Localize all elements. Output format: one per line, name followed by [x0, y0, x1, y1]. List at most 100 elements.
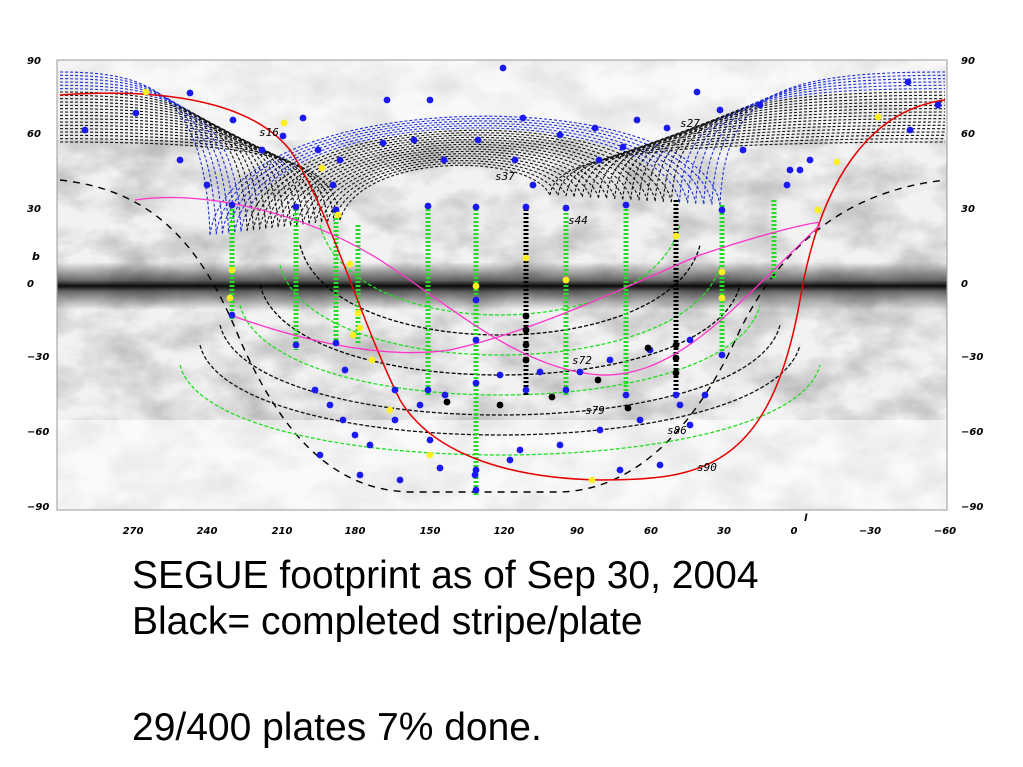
north-stripe-middle	[265, 136, 648, 229]
l-tick: 270	[123, 526, 144, 537]
plate-dot	[656, 461, 664, 469]
plate-dot	[229, 116, 237, 124]
b-tick-left: −30	[27, 352, 49, 363]
plate-dot	[472, 296, 480, 304]
magenta-curve	[134, 196, 821, 376]
plate-dot	[806, 156, 814, 164]
plate-dot	[132, 109, 140, 117]
plate-dot	[474, 136, 482, 144]
plate-dot	[351, 431, 359, 439]
completed-plate-dot	[496, 401, 504, 409]
map-frame	[56, 59, 948, 511]
north-stripe-left	[59, 71, 211, 236]
highlight-plate-dot	[334, 211, 342, 219]
north-stripe-middle	[271, 139, 640, 228]
stripe-label-s72: s72	[572, 354, 592, 367]
plate-dot	[426, 436, 434, 444]
north-stripe-middle	[333, 162, 559, 221]
north-stripe-right	[614, 114, 946, 199]
plate-dot	[904, 78, 912, 86]
plate-dot	[906, 126, 914, 134]
highlight-plate-dot	[522, 254, 530, 262]
north-stripe-left	[59, 108, 279, 228]
plate-dot	[718, 206, 726, 214]
plate-dot	[472, 336, 480, 344]
l-tick: 90	[570, 526, 584, 537]
stripe-label-s16: s16	[259, 126, 279, 139]
plate-dot	[472, 203, 480, 211]
plate-dot	[718, 351, 726, 359]
north-stripe-right	[557, 138, 946, 196]
l-tick: 0	[791, 526, 798, 537]
highlight-plate-dot	[672, 232, 680, 240]
plate-dot	[529, 181, 537, 189]
north-stripe-left	[59, 101, 267, 229]
north-stripe-left	[59, 138, 335, 221]
plate-dot	[81, 126, 89, 134]
north-stripe-middle	[246, 129, 672, 231]
north-stripe-middle	[234, 125, 689, 233]
plate-dot	[562, 204, 570, 212]
plate-dot	[606, 356, 614, 364]
plate-dot	[203, 181, 211, 189]
plate-dot	[686, 421, 694, 429]
ecliptic-curve	[59, 92, 946, 481]
north-stripe-left	[59, 121, 304, 225]
plate-dot	[596, 426, 604, 434]
plate-dot	[441, 391, 449, 399]
north-stripe-left	[59, 124, 310, 224]
plate-dot	[556, 131, 564, 139]
b-tick-left: 0	[27, 279, 34, 290]
north-stripe-middle	[209, 115, 721, 236]
highlight-plate-dot	[226, 294, 234, 302]
highlight-plate-dot	[588, 476, 596, 484]
highlight-plate-dot	[318, 164, 326, 172]
highlight-plate-dot	[356, 324, 364, 332]
plate-dot	[316, 451, 324, 459]
b-tick-left: 60	[27, 129, 41, 140]
plate-dot	[299, 114, 307, 122]
north-stripe-middle	[320, 157, 575, 223]
north-stripe-right	[606, 118, 946, 199]
south-stripe	[219, 324, 781, 416]
north-stripe-right	[711, 74, 946, 205]
north-stripe-middle	[296, 148, 608, 226]
plate-dot	[676, 401, 684, 409]
caption-line-legend: Black= completed stripe/plate	[132, 600, 643, 643]
south-stripe	[239, 304, 761, 396]
stripe-label-s90: s90	[697, 461, 717, 474]
plate-dot	[701, 391, 709, 399]
completed-plate-dot	[522, 341, 530, 349]
north-stripe-right	[573, 131, 946, 197]
survey-boundary-dashed-curve	[59, 179, 946, 493]
plate-dot	[356, 471, 364, 479]
l-tick: 120	[494, 526, 515, 537]
completed-plate-dot	[522, 326, 530, 334]
plate-dot	[562, 386, 570, 394]
north-stripe-left	[59, 84, 236, 233]
plate-dot	[228, 311, 236, 319]
completed-plate-dot	[594, 376, 602, 384]
plate-dot	[329, 181, 337, 189]
plate-dot	[663, 124, 671, 132]
highlight-plate-dot	[426, 451, 434, 459]
caption: SEGUE footprint as of Sep 30, 2004 Black…	[132, 553, 992, 751]
north-stripe-middle	[252, 132, 664, 231]
b-tick-right: −90	[961, 502, 983, 513]
plate-dot	[410, 136, 418, 144]
north-stripe-middle	[314, 155, 583, 223]
plate-dot	[292, 203, 300, 211]
north-stripe-left	[59, 94, 254, 231]
north-stripe-middle	[228, 122, 697, 233]
plate-dot	[522, 203, 530, 211]
highlight-plate-dot	[346, 260, 354, 268]
stripe-label-s27: s27	[680, 117, 700, 130]
plate-dot	[339, 416, 347, 424]
north-stripe-middle	[339, 164, 551, 221]
north-stripes	[59, 71, 946, 236]
plate-dot	[440, 156, 448, 164]
highlight-plate-dot	[472, 282, 480, 290]
highlight-plate-dot	[562, 276, 570, 284]
l-tick: 60	[644, 526, 658, 537]
